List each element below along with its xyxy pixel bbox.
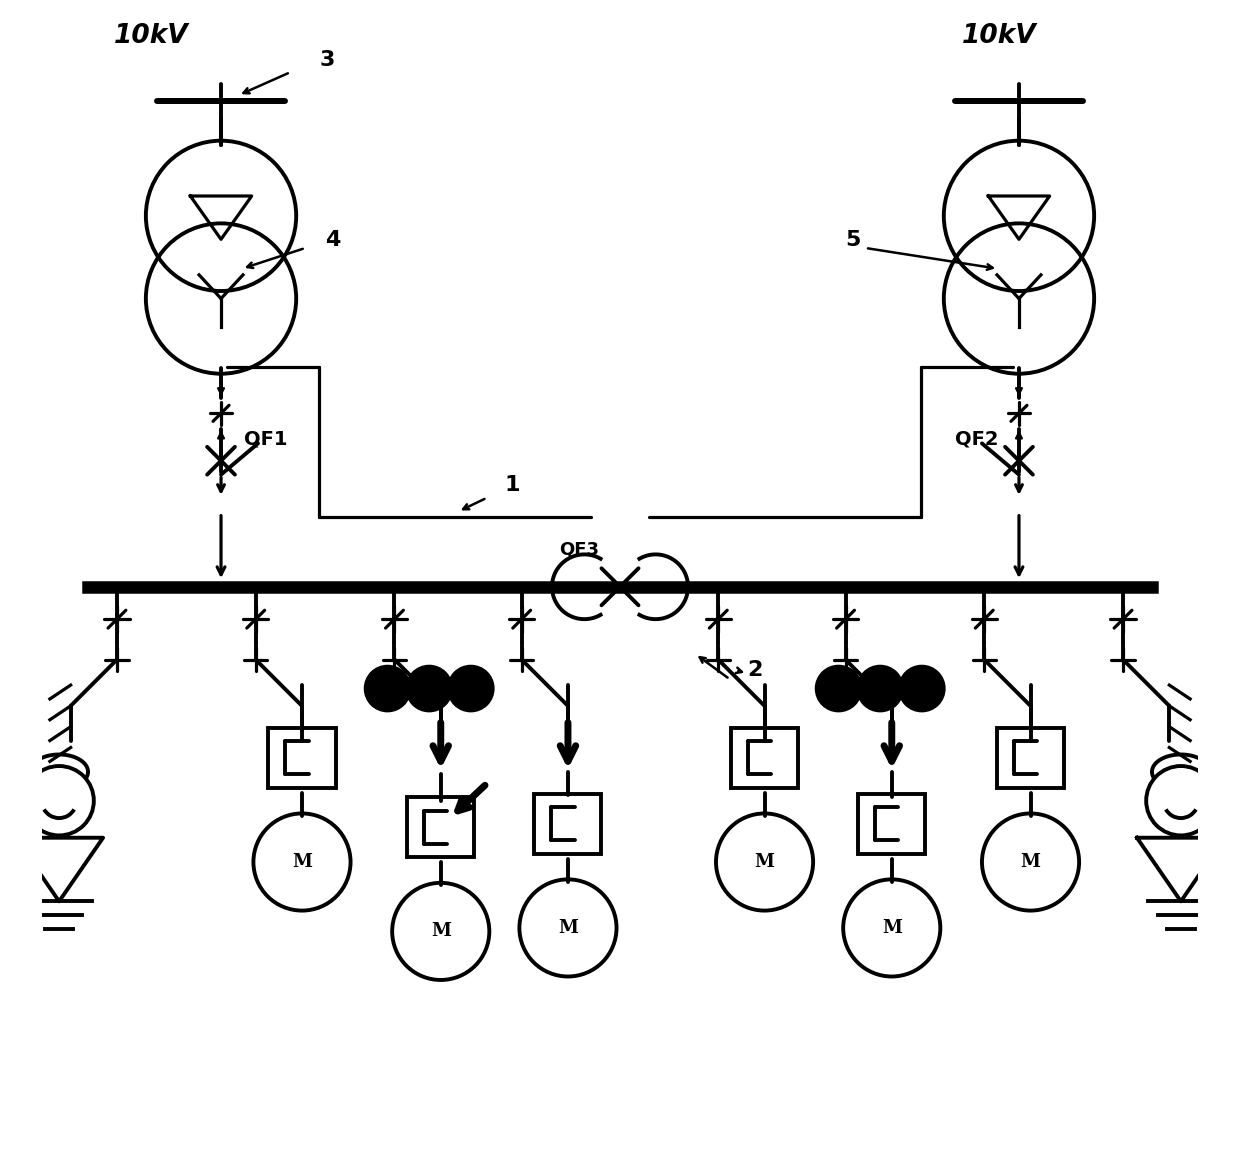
Text: M: M <box>558 919 578 937</box>
Bar <box>268 727 336 788</box>
Text: QF2: QF2 <box>955 430 999 449</box>
Bar <box>534 794 601 854</box>
Text: QF1: QF1 <box>244 430 288 449</box>
Bar <box>407 797 474 858</box>
Circle shape <box>816 666 862 711</box>
Circle shape <box>857 666 903 711</box>
Text: M: M <box>882 919 901 937</box>
Circle shape <box>899 666 945 711</box>
Circle shape <box>405 666 453 711</box>
Text: 3: 3 <box>320 50 335 71</box>
Text: M: M <box>1021 853 1040 872</box>
Text: M: M <box>291 853 312 872</box>
Text: M: M <box>755 853 775 872</box>
Bar <box>997 727 1064 788</box>
Circle shape <box>448 666 494 711</box>
Text: 2: 2 <box>748 660 763 680</box>
Bar <box>732 727 799 788</box>
Bar <box>858 794 925 854</box>
Text: 4: 4 <box>325 230 341 250</box>
Text: 1: 1 <box>505 475 520 495</box>
Circle shape <box>365 666 410 711</box>
Text: QF3: QF3 <box>559 540 599 559</box>
Text: 10kV: 10kV <box>962 23 1037 49</box>
Text: 5: 5 <box>846 230 861 250</box>
Text: 10kV: 10kV <box>114 23 188 49</box>
Text: M: M <box>430 923 451 940</box>
